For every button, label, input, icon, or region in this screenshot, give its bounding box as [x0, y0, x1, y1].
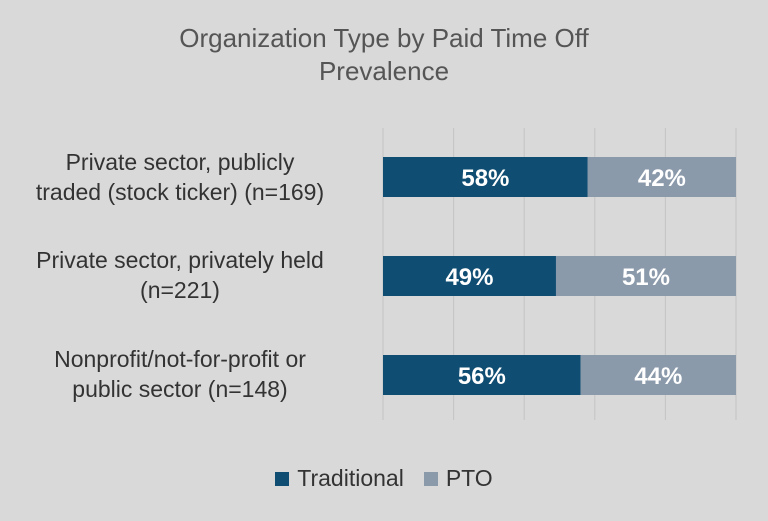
legend-label-traditional: Traditional — [297, 465, 404, 491]
bar-traditional-0 — [383, 157, 588, 197]
data-label-traditional-1: 49% — [445, 264, 493, 291]
chart-title: Organization Type by Paid Time Off Preva… — [0, 22, 768, 88]
data-label-pto-2: 44% — [634, 363, 682, 390]
data-label-traditional-0: 58% — [461, 165, 509, 192]
category-label-2-line-1: Nonprofit/not-for-profit or — [54, 346, 306, 372]
chart-title-line-1: Organization Type by Paid Time Off — [179, 23, 589, 53]
category-label-1: Private sector, privately held (n=221) — [0, 245, 360, 305]
legend-item-traditional: Traditional — [275, 465, 404, 492]
legend: Traditional PTO — [0, 465, 768, 492]
legend-swatch-pto — [423, 471, 438, 486]
legend-item-pto: PTO — [423, 465, 493, 492]
bar-pto-0 — [587, 157, 736, 197]
category-label-1-line-1: Private sector, privately held — [36, 247, 324, 273]
chart-title-line-2: Prevalence — [318, 56, 450, 86]
bar-pto-1 — [555, 256, 736, 296]
legend-swatch-traditional — [275, 471, 290, 486]
category-label-0-line-1: Private sector, publicly — [65, 149, 295, 175]
data-label-traditional-2: 56% — [458, 363, 506, 390]
category-label-0: Private sector, publicly traded (stock t… — [0, 147, 360, 207]
bar-traditional-1 — [383, 256, 556, 296]
category-label-2: Nonprofit/not-for-profit or public secto… — [0, 344, 360, 404]
category-label-0-line-2: traded (stock ticker) (n=169) — [35, 179, 325, 205]
data-label-pto-1: 51% — [622, 264, 670, 291]
bar-pto-2 — [580, 355, 736, 395]
data-label-pto-0: 42% — [638, 165, 686, 192]
category-label-1-line-2: (n=221) — [140, 277, 220, 303]
bar-traditional-2 — [383, 355, 581, 395]
category-label-2-line-2: public sector (n=148) — [72, 376, 288, 402]
legend-label-pto: PTO — [445, 465, 493, 491]
